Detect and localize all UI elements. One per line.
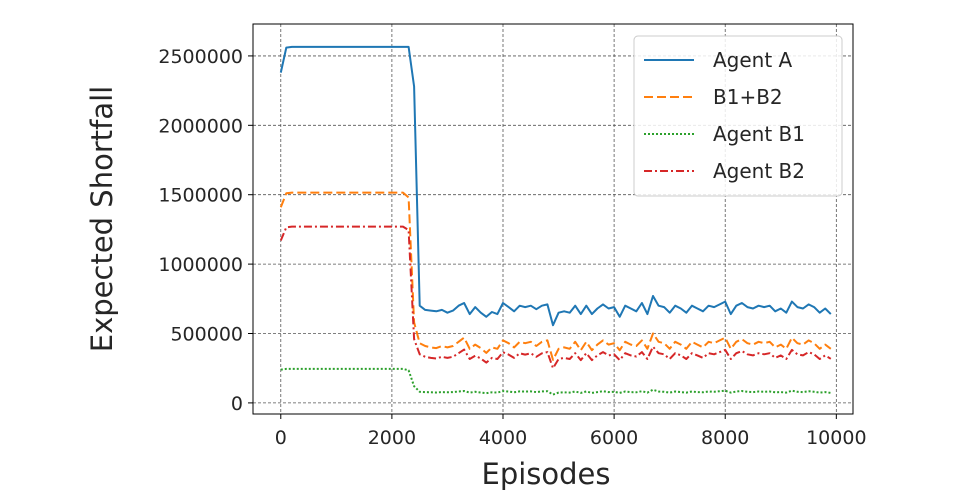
legend-label: Agent A: [713, 48, 793, 72]
y-ticks: 0 500000 1000000 1500000 2000000 2500000: [158, 46, 253, 415]
legend-label: Agent B1: [713, 122, 805, 146]
y-tick-label: 2000000: [158, 115, 243, 137]
series-line-b1-b2: [279, 191, 832, 361]
legend-box: [633, 35, 843, 197]
series-line-agent-a: [279, 45, 832, 327]
y-tick-label: 1000000: [158, 254, 243, 276]
x-tick-label: 2000: [368, 427, 416, 449]
x-tick-label: 10000: [806, 427, 866, 449]
x-tick-label: 6000: [590, 427, 638, 449]
legend: Agent A B1+B2 Agent B1 Agent B2: [633, 35, 843, 197]
x-tick-label: 4000: [479, 427, 527, 449]
series-line-agent-b1: [280, 367, 831, 396]
y-tick-label: 500000: [170, 324, 243, 346]
y-tick-label: 1500000: [158, 185, 243, 207]
legend-label: B1+B2: [713, 85, 783, 109]
plot-frame: [252, 23, 854, 415]
legend-label: Agent B2: [713, 159, 805, 183]
y-tick-label: 0: [231, 393, 243, 415]
x-axis-label: Episodes: [482, 457, 611, 491]
y-tick-label: 2500000: [158, 46, 243, 68]
series-lines: [279, 45, 832, 396]
y-axis-label: Expected Shortfall: [85, 86, 119, 352]
x-tick-label: 0: [275, 427, 287, 449]
x-tick-label: 8000: [701, 427, 749, 449]
x-ticks: 0 2000 4000 6000 8000 10000: [275, 414, 867, 449]
series-line-agent-b2: [279, 225, 832, 370]
